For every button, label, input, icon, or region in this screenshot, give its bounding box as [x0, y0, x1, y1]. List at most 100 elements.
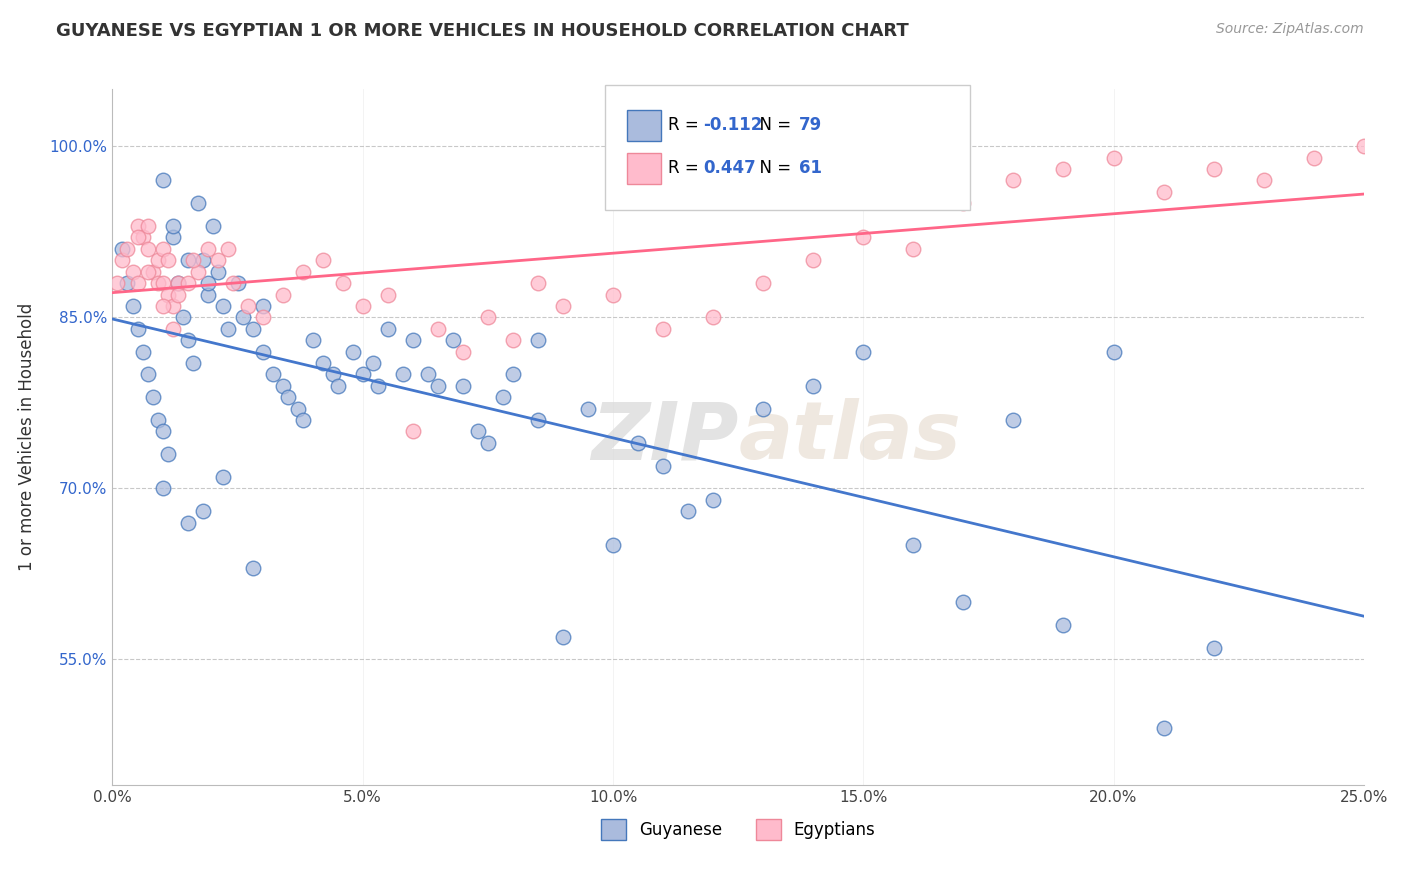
Point	[312, 356, 335, 370]
Point	[426, 322, 449, 336]
Point	[111, 253, 134, 268]
Point	[312, 253, 335, 268]
Point	[903, 538, 925, 552]
Point	[1253, 173, 1275, 187]
Point	[166, 276, 188, 290]
Point	[527, 333, 550, 347]
Point	[527, 413, 550, 427]
Point	[291, 265, 314, 279]
Point	[1153, 185, 1175, 199]
Point	[277, 390, 299, 404]
Point	[467, 425, 489, 439]
Point	[477, 435, 499, 450]
Point	[326, 378, 349, 392]
Point	[527, 276, 550, 290]
Text: R =: R =	[668, 116, 704, 134]
Point	[156, 253, 179, 268]
Point	[152, 425, 174, 439]
Point	[391, 368, 413, 382]
Point	[287, 401, 309, 416]
Point	[127, 219, 149, 233]
Point	[111, 242, 134, 256]
Point	[176, 516, 198, 530]
Point	[1302, 151, 1324, 165]
Text: 79: 79	[799, 116, 823, 134]
Point	[1202, 641, 1225, 656]
Point	[1102, 344, 1125, 359]
Point	[1052, 162, 1074, 177]
Point	[752, 276, 775, 290]
Point	[197, 276, 219, 290]
Point	[416, 368, 439, 382]
Point	[322, 368, 344, 382]
Point	[502, 368, 524, 382]
Point	[551, 299, 574, 313]
Point	[162, 322, 184, 336]
Point	[217, 242, 239, 256]
Point	[271, 378, 294, 392]
Point	[492, 390, 515, 404]
Point	[352, 368, 374, 382]
Point	[226, 276, 249, 290]
Point	[1102, 151, 1125, 165]
Point	[172, 310, 194, 325]
Point	[146, 413, 169, 427]
Text: N =: N =	[749, 116, 797, 134]
Point	[361, 356, 384, 370]
Point	[1002, 173, 1025, 187]
Point	[141, 390, 163, 404]
Text: -0.112: -0.112	[703, 116, 762, 134]
Point	[377, 287, 399, 301]
Point	[152, 173, 174, 187]
Point	[152, 242, 174, 256]
Point	[652, 458, 675, 473]
Point	[211, 470, 233, 484]
Point	[191, 253, 214, 268]
Point	[197, 287, 219, 301]
Point	[252, 310, 274, 325]
Point	[602, 538, 624, 552]
Y-axis label: 1 or more Vehicles in Household: 1 or more Vehicles in Household	[18, 303, 35, 571]
Point	[141, 265, 163, 279]
Point	[162, 219, 184, 233]
Point	[131, 344, 153, 359]
Point	[402, 425, 425, 439]
Point	[402, 333, 425, 347]
Point	[252, 344, 274, 359]
Point	[801, 378, 824, 392]
Point	[952, 196, 974, 211]
Point	[187, 265, 209, 279]
Point	[301, 333, 323, 347]
Point	[121, 299, 143, 313]
Point	[627, 435, 650, 450]
Point	[1353, 139, 1375, 153]
Point	[176, 276, 198, 290]
Point	[207, 253, 229, 268]
Text: N =: N =	[749, 159, 797, 177]
Point	[197, 242, 219, 256]
Point	[342, 344, 364, 359]
Point	[1002, 413, 1025, 427]
Text: atlas: atlas	[738, 398, 960, 476]
Point	[146, 253, 169, 268]
Point	[903, 242, 925, 256]
Text: R =: R =	[668, 159, 704, 177]
Point	[162, 230, 184, 244]
Point	[221, 276, 243, 290]
Point	[131, 230, 153, 244]
Point	[136, 265, 159, 279]
Point	[377, 322, 399, 336]
Point	[152, 482, 174, 496]
Point	[441, 333, 464, 347]
Point	[852, 344, 875, 359]
Text: GUYANESE VS EGYPTIAN 1 OR MORE VEHICLES IN HOUSEHOLD CORRELATION CHART: GUYANESE VS EGYPTIAN 1 OR MORE VEHICLES …	[56, 22, 910, 40]
Point	[127, 230, 149, 244]
Point	[801, 253, 824, 268]
Point	[271, 287, 294, 301]
Point	[262, 368, 284, 382]
Point	[291, 413, 314, 427]
Point	[217, 322, 239, 336]
Point	[752, 401, 775, 416]
Point	[127, 322, 149, 336]
Point	[136, 368, 159, 382]
